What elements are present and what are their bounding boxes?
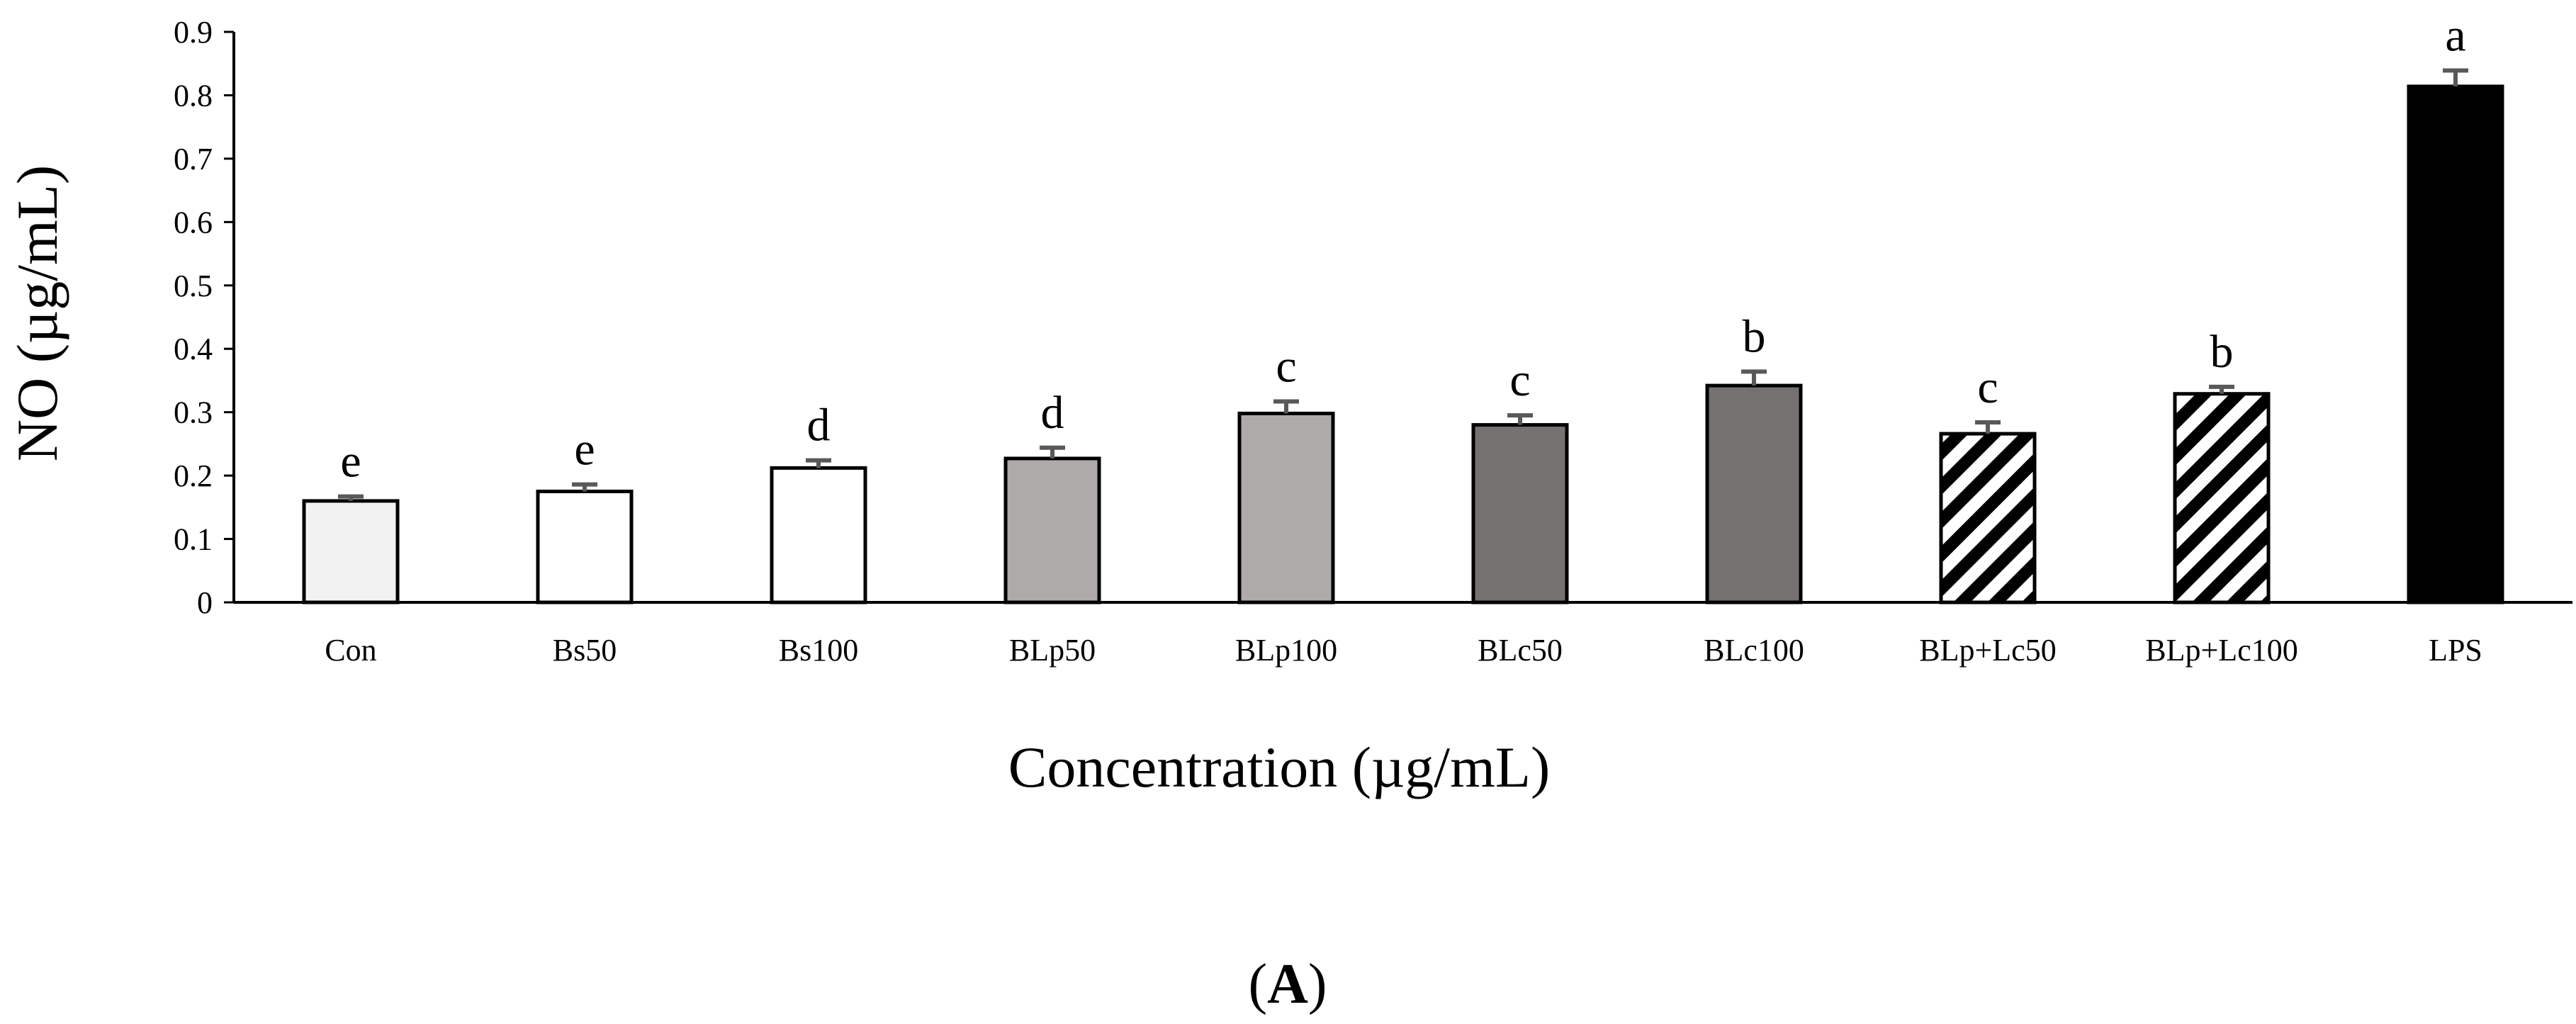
y-tick-label: 0.1 xyxy=(174,522,213,557)
bar-bs100 xyxy=(770,466,867,604)
x-category-label: BLp50 xyxy=(1009,633,1096,668)
bar-con xyxy=(302,499,400,604)
x-category-label: BLp100 xyxy=(1235,633,1337,668)
significance-label: d xyxy=(807,400,831,451)
y-tick-label: 0.5 xyxy=(174,269,213,303)
x-category-label: BLp+Lc50 xyxy=(1919,633,2056,668)
bar-bs50 xyxy=(536,489,634,604)
bar-blp50 xyxy=(1003,456,1101,604)
y-tick-label: 0.6 xyxy=(174,205,213,240)
bar-lps xyxy=(2407,84,2504,604)
panel-label-open: ( xyxy=(1248,953,1267,1015)
y-tick-label: 0.2 xyxy=(174,458,213,493)
y-tick-label: 0.7 xyxy=(174,142,213,176)
y-tick-label: 0.4 xyxy=(174,332,213,366)
y-axis-title: NO (µg/mL) xyxy=(5,165,69,461)
y-tick-label: 0.8 xyxy=(174,78,213,113)
significance-label: e xyxy=(340,436,361,488)
x-category-label: BLc100 xyxy=(1704,633,1804,668)
x-category-label: BLc50 xyxy=(1478,633,1563,668)
panel-label-close: ) xyxy=(1308,953,1327,1015)
significance-label: b xyxy=(1743,310,1766,362)
x-category-label: LPS xyxy=(2429,633,2482,668)
x-axis-title: Concentration (µg/mL) xyxy=(1008,735,1551,799)
bar-blp-lc50 xyxy=(1939,432,2037,604)
x-category-label: BLp+Lc100 xyxy=(2145,633,2297,668)
bar-blp100 xyxy=(1237,411,1335,604)
significance-label: b xyxy=(2210,326,2234,378)
bar-blc50 xyxy=(1471,423,1569,604)
x-category-label: Bs50 xyxy=(553,633,617,668)
significance-label: a xyxy=(2445,10,2465,62)
significance-label: d xyxy=(1041,387,1064,439)
y-tick-label: 0.3 xyxy=(174,395,213,430)
x-category-label: Con xyxy=(325,633,376,668)
significance-label: c xyxy=(1509,354,1530,406)
significance-label: c xyxy=(1977,361,1998,413)
significance-label: c xyxy=(1276,340,1296,392)
significance-label: e xyxy=(574,424,595,476)
bar-blc100 xyxy=(1705,383,1803,604)
panel-label: (A) xyxy=(1248,953,1327,1015)
y-tick-label: 0 xyxy=(197,585,213,620)
bar-blp-lc100 xyxy=(2173,392,2271,604)
panel-label-letter: A xyxy=(1267,953,1308,1015)
y-tick-label: 0.9 xyxy=(174,15,213,50)
x-category-label: Bs100 xyxy=(779,633,858,668)
